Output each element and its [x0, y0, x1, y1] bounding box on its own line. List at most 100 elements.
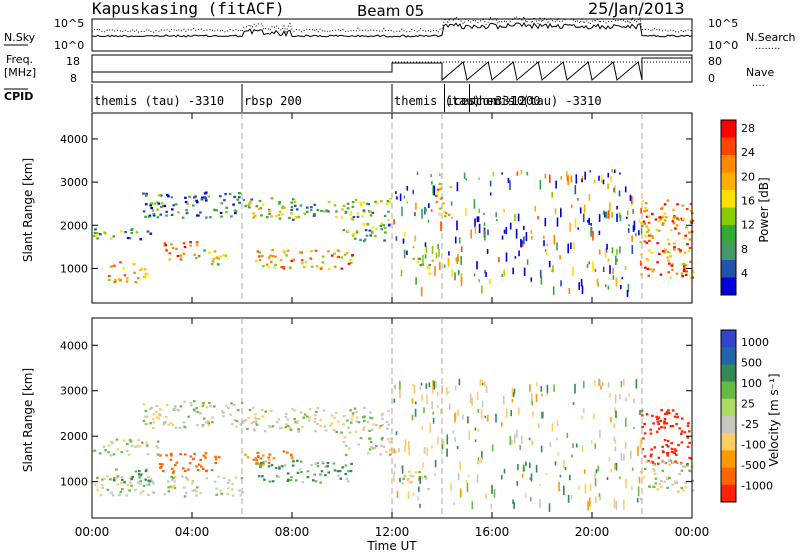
heatmap-cell	[514, 213, 516, 222]
heatmap-cell	[687, 422, 690, 425]
heatmap-cell	[345, 252, 349, 255]
heatmap-cell	[228, 479, 231, 482]
heatmap-cell	[436, 188, 440, 191]
freq-right-tick-top: 80	[708, 55, 722, 68]
heatmap-cell	[428, 263, 431, 267]
heatmap-cell	[343, 253, 347, 256]
heatmap-cell	[184, 491, 188, 494]
heatmap-cell	[281, 465, 284, 468]
heatmap-cell	[385, 202, 389, 205]
heatmap-cell	[387, 224, 391, 227]
heatmap-cell	[496, 219, 498, 222]
heatmap-cell	[462, 414, 464, 420]
heatmap-cell	[144, 203, 148, 206]
heatmap-cell	[370, 417, 374, 420]
heatmap-cell	[252, 420, 255, 423]
heatmap-cell	[658, 216, 661, 219]
heatmap-cell	[296, 420, 300, 423]
heatmap-cell	[459, 488, 462, 498]
heatmap-cell	[159, 408, 162, 411]
heatmap-cell	[594, 478, 597, 487]
heatmap-cell	[443, 215, 447, 218]
heatmap-cell	[145, 415, 149, 418]
heatmap-cell	[183, 495, 187, 498]
power-colorbar-swatch	[721, 155, 736, 173]
heatmap-cell	[111, 494, 115, 497]
heatmap-cell	[652, 485, 656, 488]
heatmap-cell	[606, 477, 609, 481]
heatmap-cell	[188, 462, 192, 465]
heatmap-cell	[254, 420, 258, 423]
nave-legend: ....	[752, 78, 765, 89]
velocity-colorbar-tick: -100	[741, 439, 766, 452]
heatmap-cell	[431, 445, 433, 449]
heatmap-cell	[310, 464, 313, 467]
heatmap-cell	[320, 266, 324, 269]
heatmap-cell	[213, 480, 217, 483]
heatmap-cell	[476, 261, 478, 270]
heatmap-cell	[131, 475, 134, 479]
heatmap-cell	[588, 217, 590, 225]
heatmap-cell	[169, 422, 173, 425]
heatmap-cell	[112, 453, 116, 456]
heatmap-cell	[265, 216, 269, 219]
heatmap-cell	[552, 265, 554, 273]
heatmap-cell	[691, 489, 695, 492]
heatmap-cell	[120, 475, 124, 478]
heatmap-cell	[669, 255, 672, 258]
heatmap-cell	[677, 248, 681, 251]
heatmap-cell	[195, 486, 199, 489]
heatmap-cell	[246, 427, 249, 430]
heatmap-cell	[305, 210, 309, 213]
heatmap-cell	[110, 237, 113, 240]
power-colorbar-swatch	[721, 137, 736, 156]
heatmap-cell	[560, 280, 562, 287]
heatmap-cell	[666, 251, 670, 254]
heatmap-cell	[635, 379, 638, 389]
heatmap-cell	[667, 259, 670, 262]
heatmap-cell	[615, 255, 617, 266]
heatmap-cell	[253, 214, 257, 217]
heatmap-cell	[156, 201, 159, 204]
heatmap-cell	[256, 250, 260, 253]
heatmap-cell	[651, 235, 654, 238]
heatmap-cell	[484, 228, 487, 234]
velocity-colorbar-tick: 500	[741, 357, 762, 370]
heatmap-cell	[355, 420, 358, 423]
heatmap-cell	[478, 460, 480, 464]
heatmap-cell	[458, 237, 461, 244]
heatmap-cell	[148, 480, 152, 483]
power-colorbar-swatch	[721, 277, 736, 296]
heatmap-cell	[673, 242, 676, 245]
heatmap-cell	[639, 471, 643, 474]
heatmap-cell	[660, 426, 663, 429]
heatmap-cell	[593, 413, 595, 420]
heatmap-cell	[348, 431, 352, 434]
heatmap-cell	[651, 414, 654, 417]
heatmap-cell	[323, 425, 327, 428]
heatmap-cell	[627, 283, 630, 293]
heatmap-cell	[368, 448, 372, 451]
heatmap-cell	[139, 238, 143, 241]
heatmap-cell	[406, 250, 408, 255]
heatmap-cell	[258, 255, 261, 258]
heatmap-cell	[232, 404, 236, 407]
heatmap-cell	[153, 202, 157, 205]
heatmap-cell	[127, 453, 131, 456]
heatmap-cell	[610, 176, 612, 183]
heatmap-cell	[366, 421, 370, 424]
heatmap-cell	[505, 408, 508, 419]
heatmap-cell	[316, 407, 320, 410]
heatmap-cell	[207, 422, 211, 425]
heatmap-cell	[379, 424, 382, 428]
heatmap-cell	[503, 269, 505, 277]
heatmap-cell	[674, 480, 677, 483]
heatmap-cell	[616, 213, 618, 222]
heatmap-cell	[544, 217, 547, 227]
heatmap-cell	[439, 173, 441, 177]
heatmap-cell	[409, 480, 413, 483]
heatmap-cell	[614, 407, 616, 413]
heatmap-cell	[309, 209, 313, 212]
heatmap-cell	[407, 491, 410, 500]
heatmap-cell	[298, 468, 302, 471]
